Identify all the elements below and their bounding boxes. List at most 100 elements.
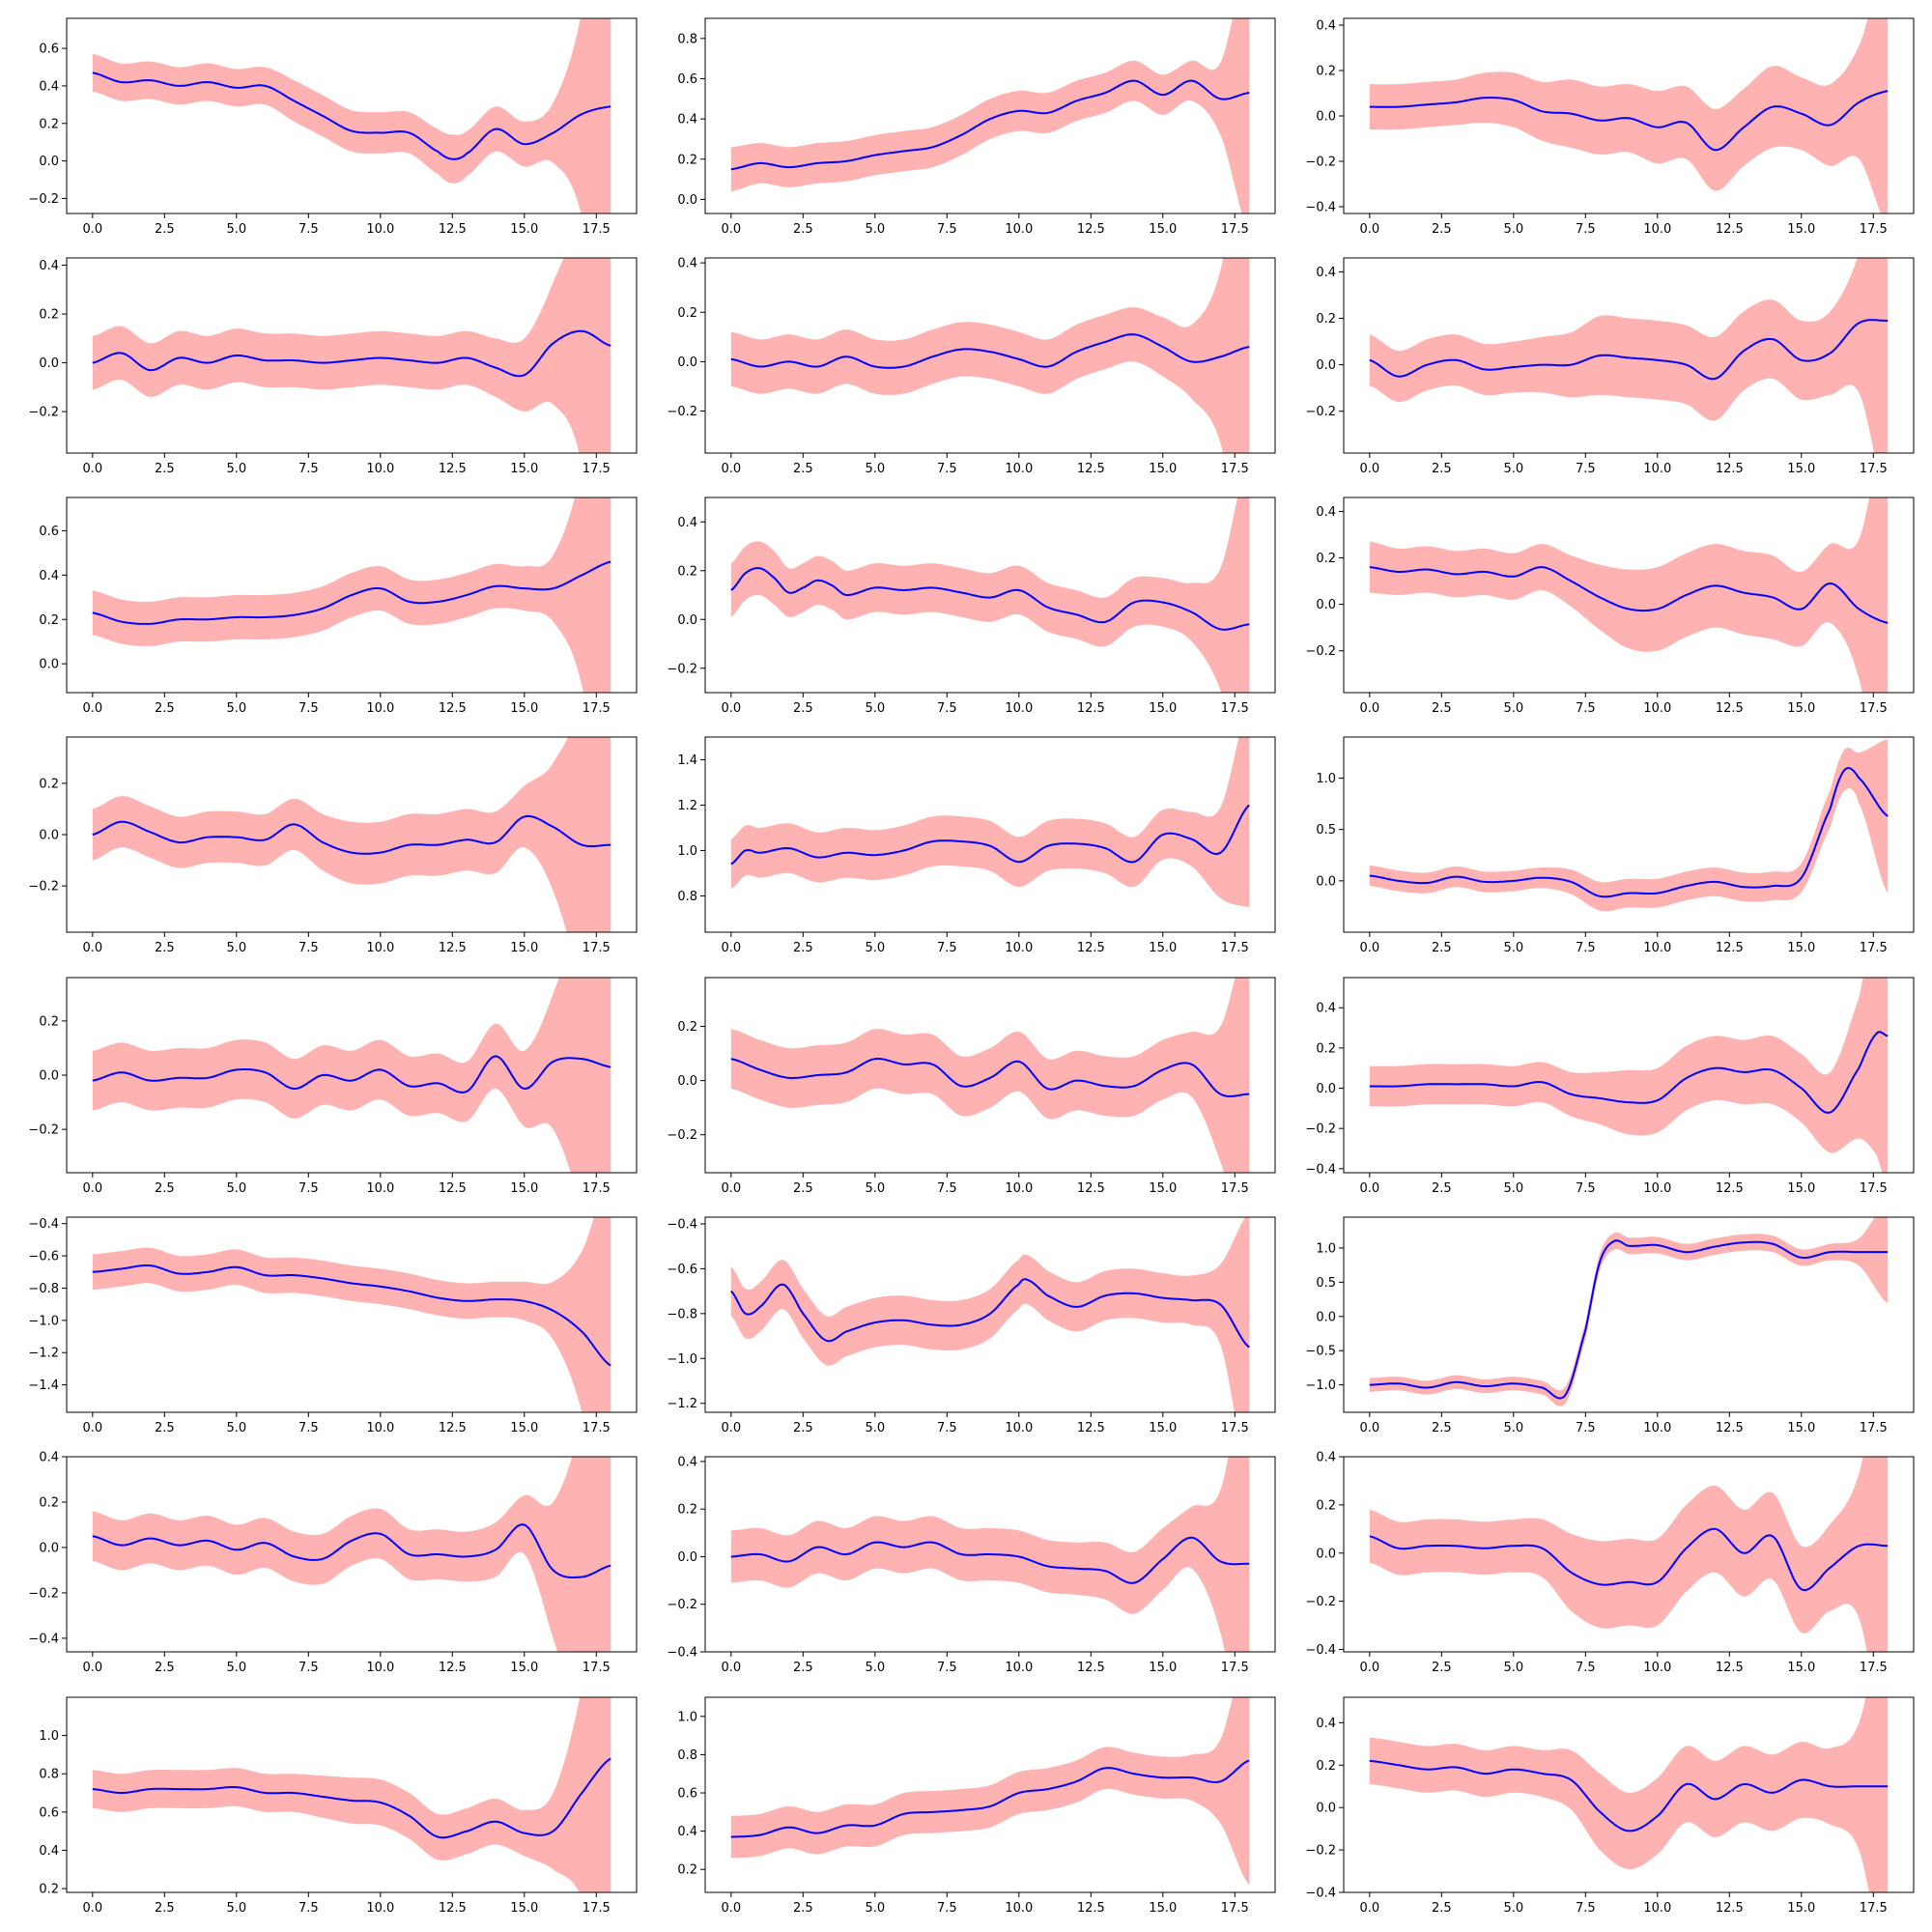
y-tick-label: 0.2: [1316, 552, 1336, 566]
x-tick-label: 10.0: [366, 1661, 394, 1675]
y-tick-label: 0.4: [39, 1844, 59, 1859]
confidence-band: [730, 18, 1250, 213]
mean-line: [730, 333, 1250, 369]
axes-frame: [66, 257, 638, 454]
x-tick-label: 5.0: [226, 1181, 246, 1196]
x-tick-label: 17.5: [1221, 1661, 1249, 1675]
x-tick-label: 5.0: [226, 222, 246, 237]
subplot-21: 0.0 2.5 5.0 7.5 10.0 12.5 15.0 17.5 −0.4 −0.2 0.0 0…: [1305, 1451, 1915, 1675]
confidence-band: [1369, 497, 1889, 693]
x-tick-label: 10.0: [366, 222, 394, 237]
y-tick-label: 0.5: [1316, 1276, 1336, 1291]
confidence-band: [1369, 1217, 1889, 1406]
x-tick-label: 15.0: [1149, 941, 1177, 955]
x-tick-label: 5.0: [1503, 462, 1523, 476]
x-tick-label: 15.0: [510, 1901, 538, 1916]
subplot-17: 0.0 2.5 5.0 7.5 10.0 12.5 15.0 17.5 −1.2 −1.0 −0.8…: [667, 1216, 1276, 1435]
x-tick-label: 0.0: [82, 222, 102, 237]
mean-line: [1369, 90, 1889, 152]
x-tick-label: 0.0: [721, 1661, 741, 1675]
y-tick-label: −0.2: [1305, 155, 1336, 169]
x-tick-label: 12.5: [439, 1181, 467, 1196]
x-tick-label: 10.0: [1643, 1661, 1671, 1675]
subplot-4: 0.0 2.5 5.0 7.5 10.0 12.5 15.0 17.5 −0.2 0.0 0.2 0.…: [28, 257, 638, 476]
mean-line: [92, 1264, 611, 1367]
y-tick-label: −0.4: [1305, 1162, 1336, 1177]
x-tick-label: 15.0: [510, 222, 538, 237]
axes-frame: [704, 1696, 1276, 1893]
x-tick-label: 7.5: [298, 1181, 319, 1196]
y-tick-label: 0.0: [677, 1074, 697, 1089]
x-tick-label: 10.0: [366, 941, 394, 955]
x-tick-label: 10.0: [1005, 462, 1033, 476]
confidence-band: [92, 737, 611, 932]
y-tick-label: 0.4: [39, 259, 59, 273]
x-tick-label: 10.0: [366, 1181, 394, 1196]
y-tick-label: 0.8: [39, 1768, 59, 1782]
mean-line: [92, 814, 611, 855]
x-tick-label: 17.5: [1221, 462, 1249, 476]
x-tick-label: 15.0: [1787, 941, 1815, 955]
y-tick-label: −0.6: [28, 1250, 59, 1264]
x-tick-label: 7.5: [937, 941, 957, 955]
y-tick-label: 0.4: [39, 79, 59, 94]
x-tick-label: 2.5: [793, 222, 813, 237]
x-tick-label: 2.5: [793, 1901, 813, 1916]
y-tick-label: −0.2: [28, 192, 59, 207]
x-tick-label: 2.5: [793, 1181, 813, 1196]
confidence-band: [730, 497, 1250, 693]
x-tick-label: 5.0: [1503, 1421, 1523, 1435]
subplot-11: 0.0 2.5 5.0 7.5 10.0 12.5 15.0 17.5 0.8 1.0 1.2 1.4: [677, 736, 1276, 955]
x-tick-label: 0.0: [1359, 1421, 1379, 1435]
x-tick-label: 15.0: [510, 701, 538, 716]
y-tick-label: 1.4: [677, 753, 697, 768]
confidence-band: [1369, 18, 1889, 213]
x-tick-label: 0.0: [1359, 1661, 1379, 1675]
y-tick-label: 0.2: [39, 613, 59, 628]
axes-frame: [1343, 736, 1915, 933]
x-tick-label: 12.5: [1716, 701, 1744, 716]
x-tick-label: 17.5: [582, 222, 611, 237]
axes-frame: [1343, 1696, 1915, 1893]
mean-line: [1369, 319, 1889, 381]
subplot-6: 0.0 2.5 5.0 7.5 10.0 12.5 15.0 17.5 −0.2 0.0 0.2 0.…: [1305, 257, 1915, 476]
x-tick-label: 12.5: [439, 222, 467, 237]
x-tick-label: 0.0: [82, 462, 102, 476]
x-tick-label: 10.0: [1643, 462, 1671, 476]
x-tick-label: 5.0: [865, 222, 885, 237]
y-tick-label: 0.0: [39, 356, 59, 371]
x-tick-label: 17.5: [582, 1181, 611, 1196]
x-tick-label: 10.0: [1643, 222, 1671, 237]
subplot-7: 0.0 2.5 5.0 7.5 10.0 12.5 15.0 17.5 0.0 0.2 0.4 0.6: [39, 497, 638, 716]
x-tick-label: 5.0: [226, 462, 246, 476]
axes-frame: [66, 17, 638, 214]
x-tick-label: 12.5: [1716, 1901, 1744, 1916]
mean-line: [1369, 1031, 1889, 1114]
subplot-24: 0.0 2.5 5.0 7.5 10.0 12.5 15.0 17.5 −0.4 −0.2 0.0 0…: [1305, 1696, 1915, 1916]
subplot-1: 0.0 2.5 5.0 7.5 10.0 12.5 15.0 17.5 −0.2 0.0 0.2 0.…: [28, 17, 638, 237]
y-tick-label: −0.5: [1305, 1345, 1336, 1359]
y-tick-label: 0.4: [1316, 1717, 1336, 1731]
x-tick-label: 10.0: [1005, 1901, 1033, 1916]
y-tick-label: 0.4: [39, 569, 59, 583]
x-tick-label: 5.0: [865, 941, 885, 955]
y-tick-label: 0.2: [1316, 65, 1336, 79]
mean-line: [730, 79, 1250, 171]
x-tick-label: 12.5: [1077, 941, 1105, 955]
x-tick-label: 7.5: [1576, 222, 1596, 237]
axes-frame: [704, 977, 1276, 1174]
x-tick-label: 17.5: [582, 1901, 611, 1916]
y-tick-label: 0.0: [677, 613, 697, 628]
y-tick-label: 0.4: [677, 1825, 697, 1839]
y-tick-label: −0.4: [28, 1632, 59, 1646]
confidence-band: [1369, 739, 1889, 912]
confidence-band: [1369, 1697, 1889, 1892]
x-tick-label: 2.5: [155, 701, 175, 716]
y-tick-label: 0.0: [1316, 358, 1336, 373]
y-tick-label: 0.8: [677, 1748, 697, 1763]
x-tick-label: 10.0: [366, 1421, 394, 1435]
x-tick-label: 5.0: [865, 1901, 885, 1916]
confidence-band: [1369, 1457, 1889, 1652]
axes-frame: [704, 1216, 1276, 1413]
